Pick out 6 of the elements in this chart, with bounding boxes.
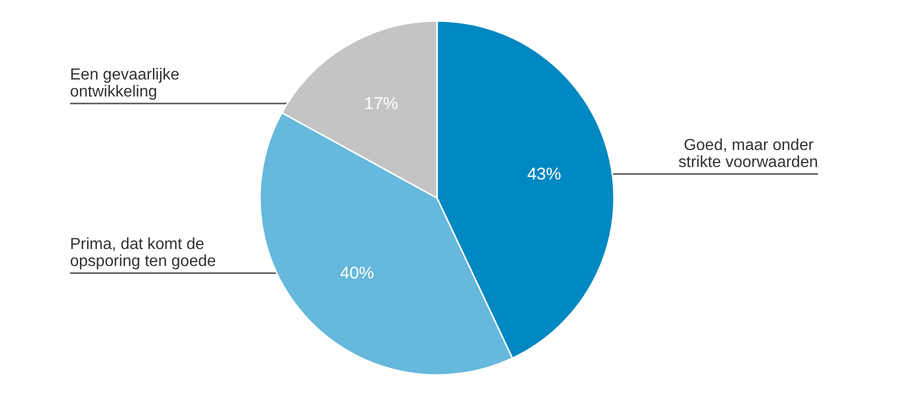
data-label: 17% — [364, 94, 398, 114]
slice-label: Een gevaarlijke ontwikkeling — [70, 66, 184, 101]
slice-label: Goed, maar onder strikte voorwaarden — [678, 137, 818, 172]
data-label: 43% — [527, 164, 562, 184]
data-label: 40% — [340, 264, 374, 283]
slice-label: Prima, dat komt de opsporing ten goede — [70, 236, 216, 270]
